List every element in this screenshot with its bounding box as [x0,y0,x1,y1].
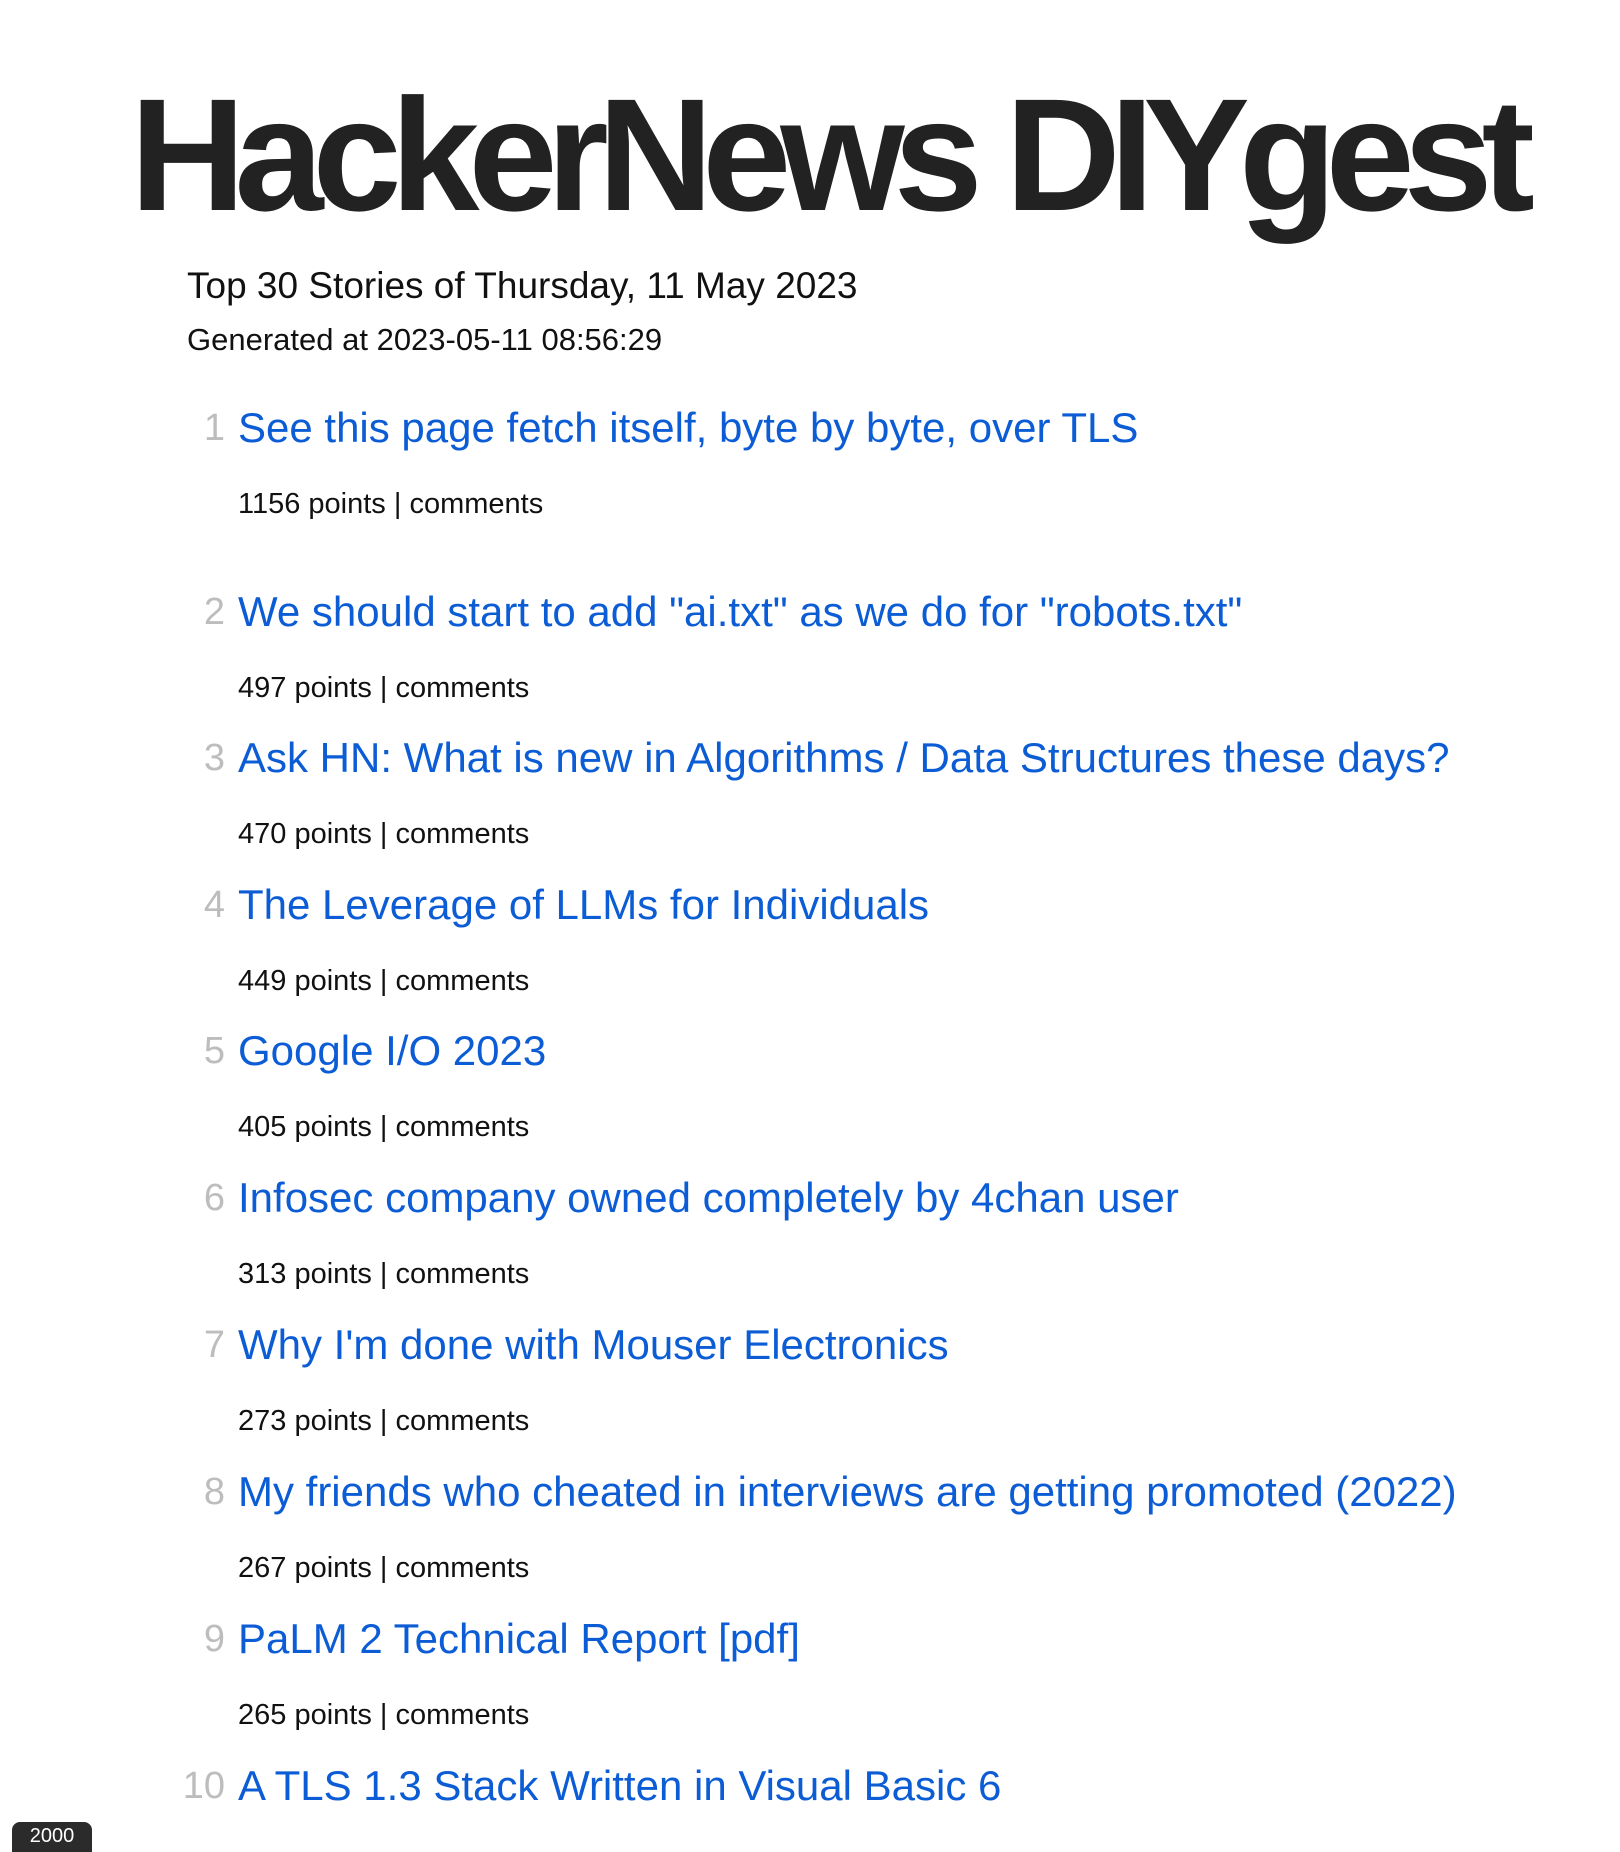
story-item: 8 My friends who cheated in interviews a… [0,1468,1620,1618]
story-comments-link[interactable]: comments [395,965,530,997]
story-meta: 273 points | comments [238,1403,529,1439]
story-comments-link[interactable]: comments [395,672,530,704]
story-rank: 1 [203,407,225,449]
story-comments-link[interactable]: comments [395,818,530,850]
story-meta: 405 points | comments [238,1109,529,1145]
meta-separator: | [379,1699,388,1731]
story-points: 449 points [238,965,372,997]
story-comments-link[interactable]: comments [409,488,544,520]
story-title-link[interactable]: We should start to add "ai.txt" as we do… [238,588,1243,635]
meta-separator: | [379,672,388,704]
story-rank: 9 [203,1618,225,1660]
meta-separator: | [379,1258,388,1290]
story-meta: 449 points | comments [238,963,529,999]
story-rank: 7 [203,1324,225,1366]
story-rank: 4 [203,884,225,926]
digest-subtitle: Top 30 Stories of Thursday, 11 May 2023 [187,265,858,306]
meta-separator: | [379,1111,388,1143]
story-item: 5 Google I/O 2023 405 points | comments [0,1027,1620,1177]
story-comments-link[interactable]: comments [395,1258,530,1290]
story-title-link[interactable]: Ask HN: What is new in Algorithms / Data… [238,734,1450,781]
story-points: 313 points [238,1258,372,1290]
story-meta: 497 points | comments [238,670,529,706]
story-points: 273 points [238,1405,372,1437]
story-title-link[interactable]: Why I'm done with Mouser Electronics [238,1321,949,1368]
story-title-link[interactable]: See this page fetch itself, byte by byte… [238,404,1139,451]
meta-separator: | [379,1405,388,1437]
story-title-link[interactable]: My friends who cheated in interviews are… [238,1468,1457,1515]
page-counter-badge: 2000 [12,1822,92,1852]
story-points: 470 points [238,818,372,850]
story-rank: 8 [203,1471,225,1513]
story-rank: 10 [182,1765,225,1807]
story-title-link[interactable]: The Leverage of LLMs for Individuals [238,881,930,928]
story-meta: 1156 points | comments [238,486,543,522]
story-comments-link[interactable]: comments [395,1699,530,1731]
generated-timestamp: Generated at 2023-05-11 08:56:29 [187,322,663,357]
story-comments-link[interactable]: comments [395,1552,530,1584]
story-points: 497 points [238,672,372,704]
story-item: 4 The Leverage of LLMs for Individuals 4… [0,881,1620,1031]
story-meta: 265 points | comments [238,1697,529,1733]
story-rank: 3 [203,737,225,779]
story-title-link[interactable]: A TLS 1.3 Stack Written in Visual Basic … [238,1762,1002,1809]
story-points: 1156 points [238,488,386,520]
meta-separator: | [379,965,388,997]
story-item: 9 PaLM 2 Technical Report [pdf] 265 poin… [0,1615,1620,1765]
meta-separator: | [379,818,388,850]
story-meta: 470 points | comments [238,816,529,852]
meta-separator: | [393,488,402,520]
meta-separator: | [379,1552,388,1584]
story-rank: 6 [203,1177,225,1219]
story-item: 7 Why I'm done with Mouser Electronics 2… [0,1321,1620,1471]
story-item: 2 We should start to add "ai.txt" as we … [0,588,1620,738]
story-title-link[interactable]: Google I/O 2023 [238,1027,547,1074]
site-title: HackerNews DIYgest [130,65,1535,244]
story-points: 267 points [238,1552,372,1584]
story-rank: 2 [203,591,225,633]
story-title-link[interactable]: PaLM 2 Technical Report [pdf] [238,1615,800,1662]
story-meta: 267 points | comments [238,1550,529,1586]
story-item: 10 A TLS 1.3 Stack Written in Visual Bas… [0,1762,1620,1840]
story-title-link[interactable]: Infosec company owned completely by 4cha… [238,1174,1179,1221]
story-comments-link[interactable]: comments [395,1405,530,1437]
story-item: 3 Ask HN: What is new in Algorithms / Da… [0,734,1620,884]
story-rank: 5 [203,1030,225,1072]
story-points: 265 points [238,1699,372,1731]
story-meta: 313 points | comments [238,1256,529,1292]
story-points: 405 points [238,1111,372,1143]
story-item: 6 Infosec company owned completely by 4c… [0,1174,1620,1324]
story-comments-link[interactable]: comments [395,1111,530,1143]
story-item: 1 See this page fetch itself, byte by by… [0,404,1620,554]
